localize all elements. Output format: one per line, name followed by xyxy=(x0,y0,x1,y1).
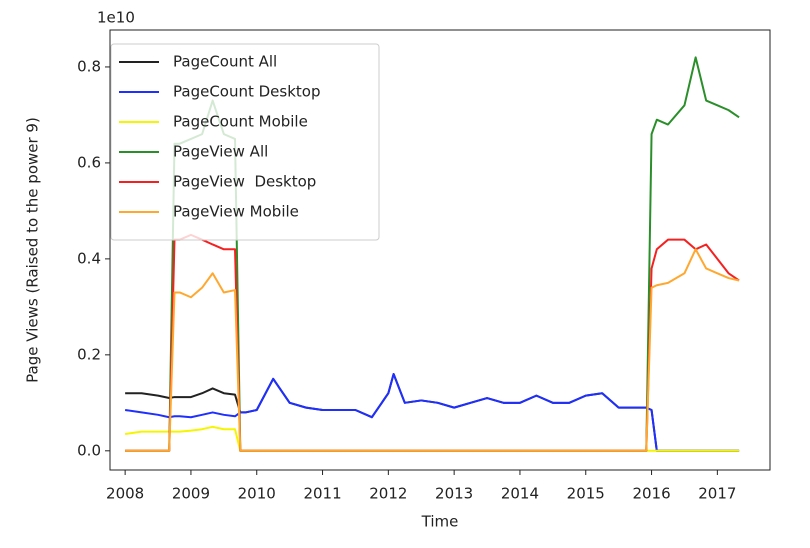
x-tick-label: 2008 xyxy=(106,485,144,503)
y-tick-label: 0.8 xyxy=(77,57,101,75)
legend-label: PageCount All xyxy=(173,53,277,71)
legend-label: PageView All xyxy=(173,143,268,161)
x-tick-label: 2011 xyxy=(303,485,341,503)
y-axis-label: Page Views (Raised to the power 9) xyxy=(24,117,42,383)
x-tick-label: 2016 xyxy=(632,485,670,503)
offset-text: 1e10 xyxy=(97,9,135,27)
y-tick-label: 0.0 xyxy=(77,441,101,459)
legend-label: PageView Mobile xyxy=(173,203,299,221)
y-tick-label: 0.6 xyxy=(77,153,101,171)
x-tick-label: 2012 xyxy=(369,485,407,503)
legend-label: PageView Desktop xyxy=(173,173,316,191)
legend-label: PageCount Desktop xyxy=(173,83,321,101)
legend: PageCount All PageCount Desktop PageCount … xyxy=(110,43,380,241)
x-tick-label: 2010 xyxy=(238,485,276,503)
series-line xyxy=(124,373,740,452)
series-line xyxy=(125,248,740,452)
y-tick-label: 0.2 xyxy=(77,345,101,363)
legend-label: PageCount Mobile xyxy=(173,113,308,131)
x-tick-label: 2013 xyxy=(435,485,473,503)
x-tick-label: 2009 xyxy=(172,485,210,503)
x-axis-label: Time xyxy=(421,513,459,531)
plot-frame xyxy=(109,29,771,471)
legend-box xyxy=(110,43,380,241)
x-tick-label: 2014 xyxy=(501,485,539,503)
y-tick-label: 0.4 xyxy=(77,249,101,267)
x-tick-label: 2015 xyxy=(567,485,605,503)
x-tick-label: 2017 xyxy=(698,485,736,503)
